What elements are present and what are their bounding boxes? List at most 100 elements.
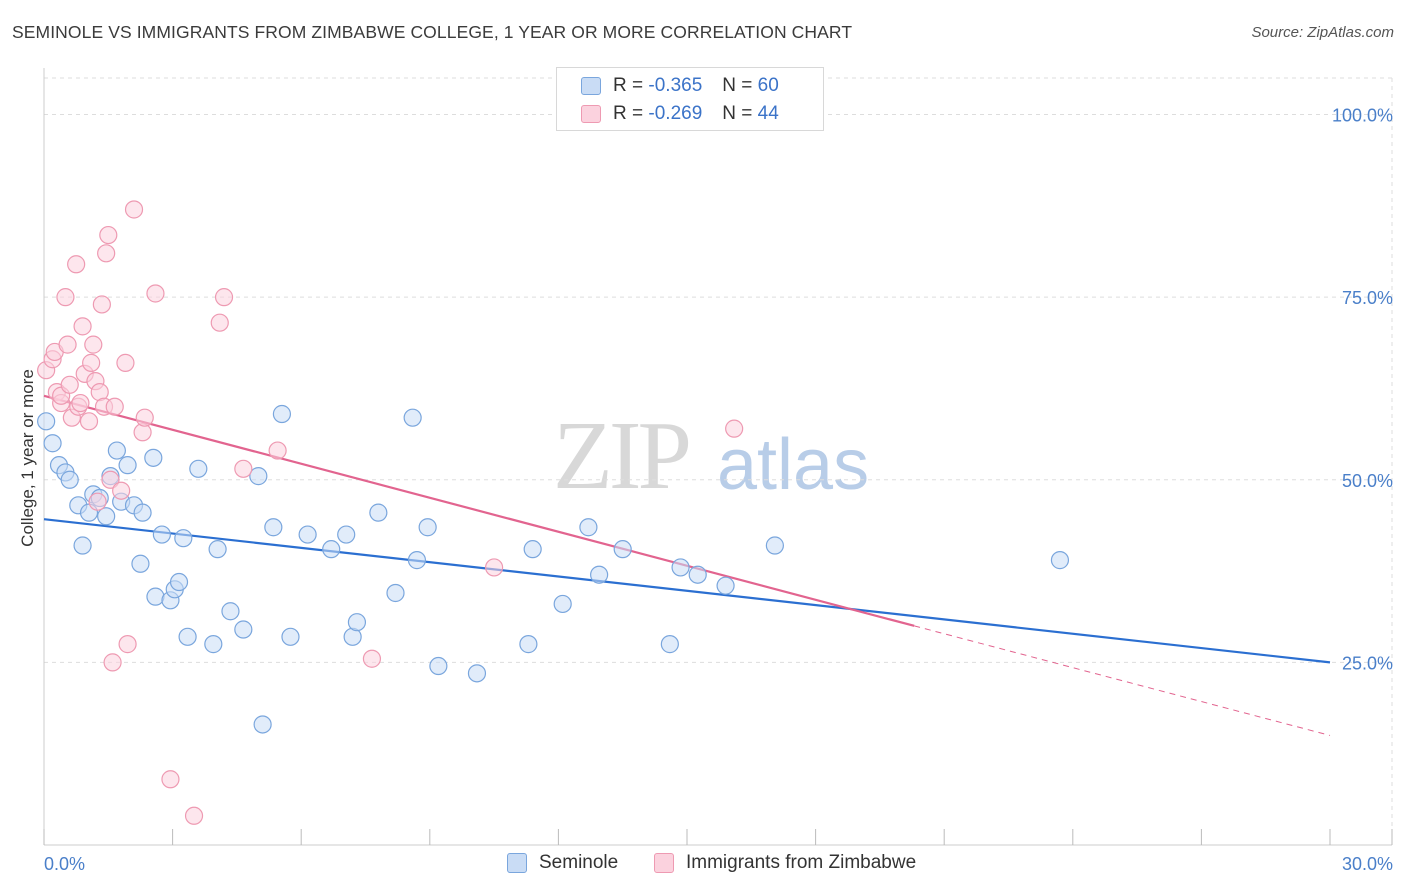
- seminole-point: [118, 456, 137, 475]
- zimbabwe-swatch: [581, 105, 601, 123]
- seminole-point: [579, 518, 598, 537]
- seminole-point: [144, 448, 163, 467]
- legend-n-value: 60: [757, 75, 779, 96]
- series-legend: Seminole Immigrants from Zimbabwe: [0, 852, 1406, 878]
- zimbabwe-point: [112, 481, 131, 500]
- zimbabwe-point: [92, 295, 111, 314]
- source-label: Source: ZipAtlas.com: [1251, 24, 1394, 41]
- seminole-legend-swatch: [507, 853, 527, 873]
- zimbabwe-point: [101, 470, 120, 489]
- seminole-point: [264, 518, 283, 537]
- legend-r-label: R =: [613, 75, 644, 96]
- legend-row-zimbabwe: R = -0.269 N = 44: [581, 102, 779, 126]
- seminole-point: [169, 572, 189, 592]
- y-tick-label: 25.0%: [1342, 653, 1393, 673]
- watermark-atlas: atlas: [717, 425, 870, 505]
- legend-n-label: N =: [722, 75, 753, 96]
- zimbabwe-point: [362, 649, 382, 668]
- seminole-point: [152, 525, 171, 544]
- seminole-point: [553, 594, 572, 614]
- legend-n-label: N =: [722, 103, 753, 124]
- correlation-legend: R = -0.365 N = 60 R = -0.269 N = 44: [556, 67, 824, 131]
- seminole-point: [131, 554, 150, 573]
- seminole-point: [337, 525, 356, 544]
- seminole-point: [178, 627, 197, 646]
- y-tick-label: 100.0%: [1332, 106, 1393, 126]
- y-tick-label: 50.0%: [1342, 471, 1393, 491]
- legend-r-value: -0.365: [648, 75, 703, 96]
- seminole-point: [716, 576, 735, 595]
- seminole-point: [221, 602, 240, 621]
- zimbabwe-point: [118, 635, 137, 654]
- seminole-point: [429, 656, 448, 676]
- watermark-zip: ZIP: [553, 402, 692, 510]
- zimbabwe-point: [60, 375, 79, 394]
- zimbabwe-point: [103, 653, 122, 672]
- seminole-point: [234, 620, 253, 639]
- zimbabwe-point: [146, 284, 165, 303]
- legend-n-value: 44: [757, 103, 779, 124]
- zimbabwe-point: [184, 806, 204, 825]
- seminole-point: [272, 404, 292, 424]
- axes: [43, 68, 1393, 846]
- x-tick-label: 30.0%: [1342, 854, 1393, 874]
- seminole-point: [73, 536, 92, 555]
- seminole-point: [174, 529, 193, 548]
- legend-row-seminole: R = -0.365 N = 60: [581, 74, 779, 98]
- seminole-point: [418, 518, 437, 537]
- seminole-point: [613, 540, 632, 559]
- chart-title: SEMINOLE VS IMMIGRANTS FROM ZIMBABWE COL…: [12, 22, 853, 42]
- x-tick-label: 0.0%: [44, 854, 85, 874]
- seminole-point: [253, 715, 272, 734]
- seminole-point: [97, 507, 116, 526]
- seminole-point: [660, 635, 679, 654]
- zimbabwe-point: [56, 288, 75, 307]
- seminole-point: [37, 412, 56, 431]
- legend-r-value: -0.269: [648, 103, 703, 124]
- zimbabwe-point: [73, 317, 92, 336]
- tick-labels: 25.0% 50.0% 75.0% 100.0% 0.0% 30.0%: [44, 106, 1393, 874]
- seminole-point: [281, 627, 300, 646]
- seminole-point: [1050, 551, 1070, 570]
- legend-item-label: Seminole: [539, 852, 619, 873]
- legend-item-zimbabwe[interactable]: Immigrants from Zimbabwe: [654, 852, 916, 874]
- zimbabwe-point: [214, 288, 234, 307]
- zimbabwe-point: [88, 492, 107, 511]
- seminole-point: [43, 434, 62, 453]
- seminole-point: [347, 613, 367, 632]
- zimbabwe-point: [116, 353, 135, 372]
- legend-item-label: Immigrants from Zimbabwe: [686, 852, 917, 873]
- zimbabwe-point: [268, 441, 287, 460]
- zimbabwe-legend-swatch: [654, 853, 674, 873]
- seminole-point: [590, 565, 609, 584]
- zimbabwe-trend-extension: [914, 625, 1331, 736]
- zimbabwe-point: [82, 353, 101, 372]
- zimbabwe-point: [58, 335, 77, 354]
- legend-r-label: R =: [613, 103, 644, 124]
- zimbabwe-point: [105, 397, 124, 416]
- zimbabwe-point: [135, 408, 154, 427]
- seminole-point: [208, 540, 227, 559]
- seminole-point: [369, 503, 388, 522]
- seminole-point: [403, 408, 422, 427]
- seminole-point: [60, 470, 79, 489]
- trend-lines: [43, 394, 1331, 736]
- zimbabwe-point: [67, 255, 86, 274]
- seminole-point: [146, 587, 165, 606]
- seminole-point: [688, 565, 707, 584]
- zimbabwe-point: [210, 313, 229, 332]
- seminole-point: [204, 635, 223, 654]
- y-tick-label: 75.0%: [1342, 288, 1393, 308]
- seminole-point: [765, 536, 784, 555]
- seminole-point: [523, 540, 542, 559]
- seminole-point: [249, 467, 268, 486]
- seminole-point: [386, 583, 405, 603]
- zimbabwe-point: [485, 558, 504, 577]
- y-axis-label: College, 1 year or more: [18, 369, 37, 547]
- seminole-point: [671, 558, 690, 577]
- seminole-point: [189, 459, 208, 478]
- zimbabwe-point: [71, 393, 90, 413]
- legend-item-seminole[interactable]: Seminole: [507, 852, 618, 874]
- seminole-point: [133, 503, 152, 522]
